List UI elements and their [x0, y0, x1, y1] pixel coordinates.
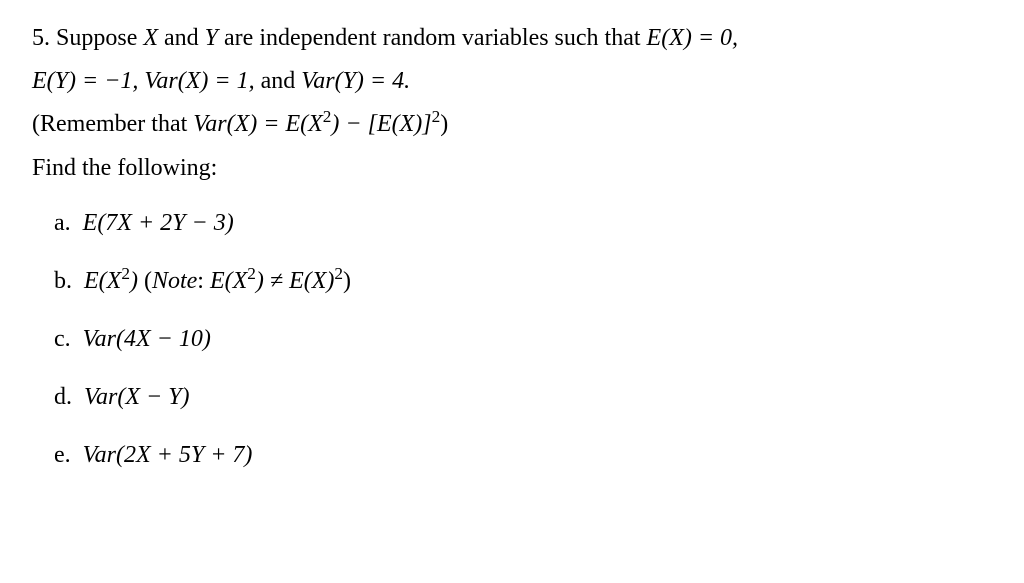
reminder-open: (Remember that	[32, 111, 193, 137]
reminder-line: (Remember that Var(X) = E(X2) − [E(X)]2)	[32, 106, 992, 143]
label-d: d.	[54, 384, 72, 410]
note-open: (Note:	[138, 268, 210, 294]
item-e: e. Var(2X + 5Y + 7)	[54, 437, 992, 473]
intro-line-1: 5. Suppose X and Y are independent rando…	[32, 20, 992, 57]
expr-e: Var(2X + 5Y + 7)	[83, 442, 253, 468]
and-text-2: and	[255, 68, 302, 94]
reminder-rhs-b: ) − [E(X)]	[331, 111, 431, 137]
expr-b4: ) ≠ E(X)	[256, 268, 334, 294]
expr-ey: E(Y) = −1,	[32, 68, 138, 94]
label-e: e.	[54, 442, 71, 468]
label-c: c.	[54, 326, 71, 352]
sup-b3: 2	[334, 264, 343, 283]
sup-2b: 2	[432, 107, 441, 126]
reminder-close: )	[440, 111, 448, 137]
expr-b2: )	[130, 268, 138, 294]
sup-b1: 2	[121, 264, 130, 283]
item-b: b. E(X2) (Note: E(X2) ≠ E(X)2)	[54, 263, 992, 299]
expr-b3: E(X	[210, 268, 247, 294]
problem-number: 5.	[32, 25, 50, 51]
note-close: )	[343, 268, 351, 294]
expr-c: Var(4X − 10)	[83, 326, 211, 352]
label-b: b.	[54, 268, 72, 294]
sup-b2: 2	[247, 264, 256, 283]
expr-ex: E(X) = 0,	[647, 25, 739, 51]
and-text: and	[158, 25, 205, 51]
item-a: a. E(7X + 2Y − 3)	[54, 205, 992, 241]
reminder-rhs-a: E(X	[285, 111, 322, 137]
intro-text: Suppose	[56, 25, 143, 51]
label-a: a.	[54, 210, 71, 236]
reminder-lhs: Var(X) =	[193, 111, 285, 137]
item-d: d. Var(X − Y)	[54, 379, 992, 415]
expr-d: Var(X − Y)	[84, 384, 190, 410]
expr-a: E(7X + 2Y − 3)	[83, 210, 234, 236]
find-line: Find the following:	[32, 150, 992, 187]
expr-vary: Var(Y) = 4.	[301, 68, 410, 94]
expr-varx: Var(X) = 1,	[144, 68, 254, 94]
intro-text-2: are independent random variables such th…	[218, 25, 647, 51]
expr-b1: E(X	[84, 268, 121, 294]
problem-5: 5. Suppose X and Y are independent rando…	[0, 0, 1024, 515]
var-y: Y	[205, 25, 218, 51]
items-list: a. E(7X + 2Y − 3) b. E(X2) (Note: E(X2) …	[54, 205, 992, 473]
item-c: c. Var(4X − 10)	[54, 321, 992, 357]
var-x: X	[143, 25, 158, 51]
intro-line-2: E(Y) = −1, Var(X) = 1, and Var(Y) = 4.	[32, 63, 992, 100]
